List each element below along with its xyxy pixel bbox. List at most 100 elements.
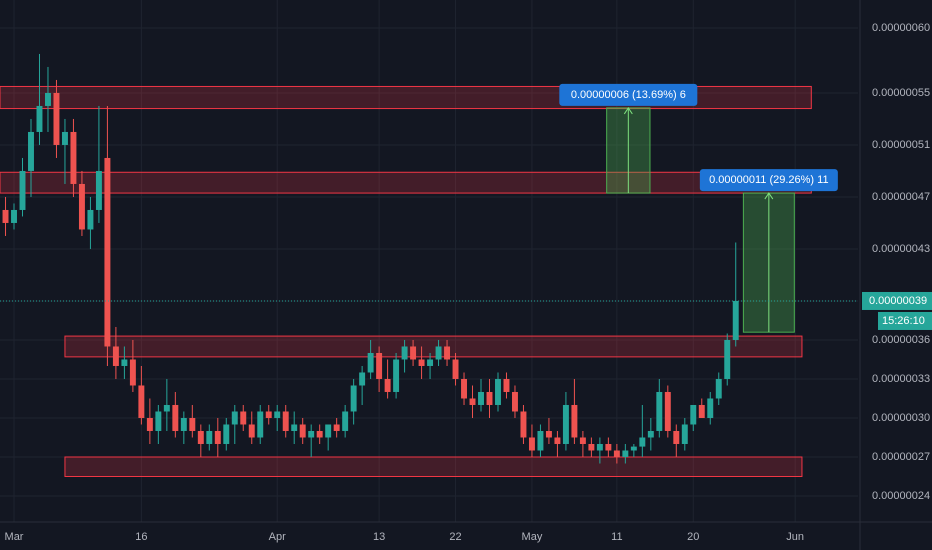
candle-body [95, 170, 102, 210]
candle-body [511, 391, 518, 412]
x-tick-label: 13 [373, 531, 385, 543]
candle-body [469, 398, 476, 405]
x-tick-label: 20 [687, 531, 699, 543]
candle-body [554, 437, 561, 444]
candle-body [28, 131, 34, 171]
candle-body [384, 378, 391, 392]
y-tick-label: 0.00000036 [872, 334, 930, 346]
candle-body [180, 417, 187, 431]
candle-body [214, 430, 221, 444]
candle-body [579, 437, 586, 444]
x-tick-label: Jun [786, 531, 804, 543]
candle-body [545, 430, 552, 438]
candle-body [537, 430, 544, 451]
last-price-tag [862, 291, 932, 310]
candle-body [707, 398, 714, 418]
candle-body [690, 404, 697, 425]
candle-body [206, 430, 213, 444]
candles [2, 53, 739, 464]
candle-body [639, 437, 646, 447]
measure-label-bg [559, 83, 698, 106]
candle-body [724, 339, 731, 379]
measure-label-bg [699, 169, 838, 192]
y-tick-label: 0.00000027 [872, 451, 930, 463]
x-tick-label: Apr [269, 531, 286, 543]
candle-body [503, 378, 510, 392]
zone [64, 456, 803, 477]
candle-body [647, 430, 654, 438]
x-tick-label: 11 [611, 531, 622, 543]
candle-body [308, 430, 315, 438]
candle-body [189, 417, 196, 431]
y-tick-label: 0.00000055 [872, 87, 930, 99]
candle-body [410, 346, 417, 360]
candle-body [70, 131, 77, 184]
candle-body [562, 404, 569, 444]
candle-body [291, 424, 298, 431]
candle-body [664, 391, 671, 431]
axes: 0.00000060 0.00000055 0.00000051 0.00000047… [5, 22, 932, 543]
measure-arrowhead [623, 107, 633, 115]
candle-body [138, 385, 145, 418]
candle-body [367, 352, 374, 373]
candle-body [698, 404, 705, 418]
candle-body [350, 385, 357, 412]
measure-arrowhead [764, 192, 774, 200]
candle-body [715, 378, 722, 399]
candle-body [478, 391, 484, 405]
candle-body [121, 359, 128, 366]
y-tick-label: 0.00000043 [872, 243, 930, 255]
candle-body [19, 170, 26, 210]
candle-body [87, 209, 94, 230]
candle-body [596, 443, 603, 451]
candle-body [588, 443, 595, 451]
candle-body [223, 424, 230, 444]
y-tick-label: 0.00000051 [872, 139, 930, 151]
candle-body [427, 359, 434, 366]
candle-body [528, 437, 535, 451]
candle-body [248, 424, 255, 438]
y-tick-label: 0.00000033 [872, 373, 930, 385]
candle-body [342, 411, 349, 431]
candle-body [486, 391, 493, 405]
y-tick-label: 0.00000047 [872, 191, 930, 203]
countdown-text: 15:26:10 [882, 315, 925, 327]
candle-body [418, 359, 425, 366]
candle-body [129, 359, 136, 386]
candle-body [613, 450, 620, 457]
candle-body [155, 411, 162, 431]
candle-body [605, 443, 612, 451]
candle-body [401, 346, 408, 360]
candle-body [257, 411, 264, 438]
candle-body [2, 209, 9, 223]
measure-label-text: 0.00000006 (13.69%) 6 [571, 89, 686, 101]
candle-body [146, 417, 153, 431]
candle-body [393, 359, 400, 392]
candle-body [316, 430, 323, 438]
candle-body [299, 424, 306, 438]
candle-body [274, 411, 281, 418]
candle-body [622, 450, 629, 457]
zone [0, 171, 812, 194]
candle-body [112, 346, 119, 366]
candle-body [53, 92, 60, 145]
overlay: 0.00000006 (13.69%) 6 0.00000011 (29.26%)… [0, 83, 858, 333]
x-tick-label: Mar [5, 531, 24, 543]
candle-body [681, 424, 688, 444]
candle-body [495, 378, 501, 405]
candle-body [359, 372, 366, 386]
x-tick-label: May [522, 531, 543, 543]
candle-body [11, 209, 17, 223]
candle-body [732, 300, 739, 340]
measure-label-text: 0.00000011 (29.26%) 11 [709, 174, 828, 186]
x-tick-label: 16 [135, 531, 147, 543]
candle-body [240, 411, 247, 425]
candle-body [231, 411, 238, 425]
candle-body [630, 446, 637, 451]
candle-body [172, 404, 179, 431]
candle-body [36, 105, 43, 132]
zone [64, 335, 803, 358]
